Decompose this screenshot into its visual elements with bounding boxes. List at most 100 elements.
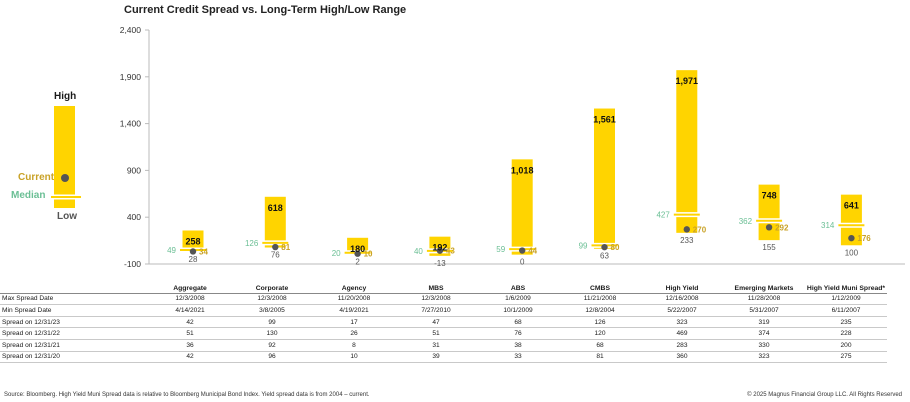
median-value-label: 362 — [739, 217, 753, 226]
row-label: Spread on 12/31/22 — [0, 327, 149, 340]
table-cell: 228 — [805, 327, 887, 340]
table-cell: 36 — [149, 339, 231, 352]
legend-range-bar — [54, 106, 75, 208]
low-value-label: 0 — [520, 258, 525, 267]
table-cell: 4/14/2021 — [149, 304, 231, 317]
current-value-label: 44 — [528, 247, 537, 256]
range-bar — [182, 230, 204, 253]
high-value-label: 192 — [432, 243, 447, 253]
table-cell: 11/21/2008 — [559, 293, 641, 306]
current-dot — [601, 243, 608, 251]
table-cell: 323 — [641, 316, 723, 329]
median-value-label: 99 — [579, 241, 588, 250]
table-cell: 360 — [641, 351, 723, 364]
current-dot — [189, 248, 197, 255]
table-cell: 33 — [477, 351, 559, 364]
table-cell: 1/6/2009 — [477, 293, 559, 306]
table-cell: 10 — [313, 351, 395, 364]
legend-current-label: Current — [18, 172, 55, 183]
table-cell: 17 — [313, 316, 395, 329]
table-cell: 120 — [559, 327, 641, 340]
low-value-label: 233 — [680, 236, 694, 245]
table-cell: 76 — [477, 327, 559, 340]
table-header: High Yield Muni Spread* — [805, 282, 887, 294]
current-dot — [272, 243, 279, 251]
table-cell: 323 — [723, 351, 805, 364]
range-bar — [758, 184, 780, 241]
low-value-label: 2 — [355, 257, 360, 266]
table-cell: 12/8/2004 — [559, 304, 641, 317]
table-row: Min Spread Date 4/14/2021 3/8/2005 4/19/202… — [0, 304, 887, 317]
median-value-label: 314 — [821, 221, 835, 230]
table-cell: 6/11/2007 — [805, 304, 887, 317]
current-value-label: 80 — [611, 243, 620, 252]
current-dot — [765, 224, 773, 231]
table-cell: 51 — [149, 327, 231, 340]
table-cell: 12/16/2008 — [641, 293, 723, 306]
table-cell: 319 — [723, 316, 805, 329]
table-header-row: Aggregate Corporate Agency MBS ABS CMBS … — [0, 282, 887, 294]
table-header: MBS — [395, 282, 477, 294]
range-bar — [676, 70, 698, 233]
range-bar — [511, 159, 533, 255]
current-value-label: 43 — [446, 247, 455, 256]
median-value-label: 59 — [496, 245, 505, 254]
table-cell: 68 — [559, 339, 641, 352]
table-header: CMBS — [559, 282, 641, 294]
legend-high-label: High — [54, 91, 77, 102]
high-value-label: 1,018 — [511, 165, 534, 175]
table-cell: 51 — [395, 327, 477, 340]
median-value-label: 40 — [414, 247, 423, 256]
table-cell: 4/19/2021 — [313, 304, 395, 317]
current-dot — [519, 247, 526, 254]
table-row: Spread on 12/31/20 42 96 10 39 33 81 360 323 275 — [0, 351, 887, 364]
low-value-label: 100 — [845, 248, 859, 257]
current-dot — [436, 247, 444, 254]
y-tick-label: 1,900 — [120, 72, 142, 82]
row-label: Spread on 12/31/21 — [0, 339, 149, 352]
legend-low-label: Low — [57, 211, 77, 222]
low-value-label: 28 — [189, 255, 198, 264]
current-value-label: 270 — [693, 225, 707, 234]
row-label: Max Spread Date — [0, 293, 149, 306]
table-cell: 92 — [231, 339, 313, 352]
range-bar — [594, 108, 615, 249]
table-cell: 374 — [723, 327, 805, 340]
low-value-label: 155 — [762, 243, 776, 252]
table-cell: 130 — [231, 327, 313, 340]
high-value-label: 748 — [762, 191, 777, 201]
row-label: Spread on 12/31/23 — [0, 316, 149, 329]
median-value-label: 49 — [167, 246, 176, 255]
current-dot — [354, 250, 361, 257]
high-value-label: 1,971 — [676, 76, 699, 86]
table-corner — [0, 282, 149, 294]
low-value-label: 63 — [600, 252, 609, 261]
table-cell: 47 — [395, 316, 477, 329]
table-cell: 469 — [641, 327, 723, 340]
y-tick-label: 900 — [127, 165, 141, 175]
current-dot — [683, 226, 690, 233]
table-header: Aggregate — [149, 282, 231, 294]
table-cell: 11/20/2008 — [313, 293, 395, 306]
table-cell: 275 — [805, 351, 887, 364]
current-value-label: 81 — [281, 243, 290, 252]
table-row: Spread on 12/31/22 51 130 26 51 76 120 469 374 22… — [0, 327, 887, 340]
table-cell: 96 — [231, 351, 313, 364]
current-value-label: 10 — [364, 250, 373, 259]
y-tick-label: -100 — [124, 259, 141, 269]
row-label: Min Spread Date — [0, 304, 149, 317]
table-header: Agency — [313, 282, 395, 294]
table-cell: 39 — [395, 351, 477, 364]
table-cell: 200 — [805, 339, 887, 352]
table-cell: 99 — [231, 316, 313, 329]
table-cell: 12/3/2008 — [149, 293, 231, 306]
median-value-label: 427 — [656, 211, 670, 220]
table-cell: 330 — [723, 339, 805, 352]
table-cell: 12/3/2008 — [395, 293, 477, 306]
table-row: Max Spread Date 12/3/2008 12/3/2008 11/20/2… — [0, 293, 887, 306]
table-cell: 38 — [477, 339, 559, 352]
current-value-label: 292 — [775, 223, 789, 232]
table-cell: 42 — [149, 351, 231, 364]
copyright-note: © 2025 Magnus Financial Group LLC. All R… — [747, 392, 902, 398]
